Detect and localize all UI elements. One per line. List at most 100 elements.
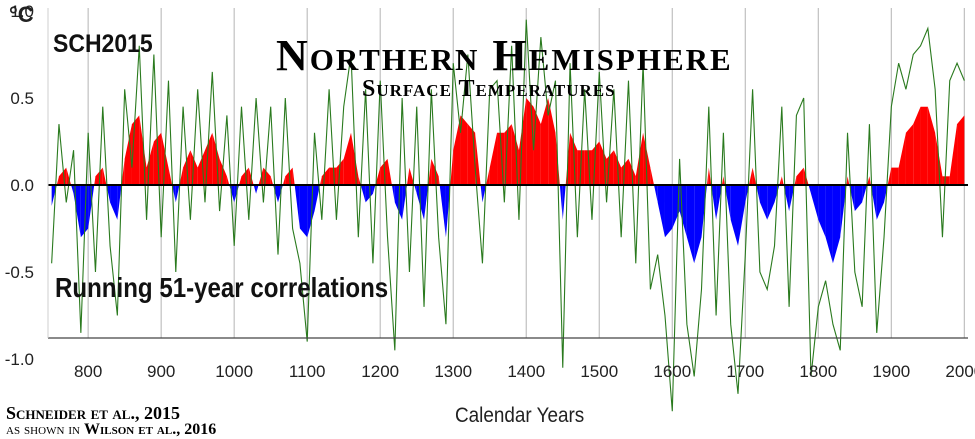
source-secondary: as shown in Wilson et al., 2016 — [6, 421, 216, 439]
source-prefix: as shown in — [6, 421, 80, 438]
area-segment — [869, 176, 871, 185]
area-segment — [927, 106, 936, 185]
area-segment — [832, 185, 841, 264]
area-segment — [694, 185, 702, 264]
area-segment — [475, 132, 481, 185]
area-segment — [752, 167, 757, 185]
y-tick-label-0.5: 0.5 — [10, 89, 34, 108]
area-segment — [796, 167, 804, 185]
x-tick-label-2000: 2000 — [945, 362, 975, 381]
area-segment — [428, 158, 432, 185]
area-segment — [957, 115, 965, 185]
area-segment — [88, 185, 95, 229]
area-segment — [336, 158, 344, 185]
area-segment — [285, 167, 293, 185]
area-segment — [562, 185, 566, 220]
chart-title: Northern Hemisphere — [276, 31, 733, 80]
area-segment — [360, 185, 366, 203]
area-segment — [803, 167, 809, 185]
area-segment — [414, 185, 417, 194]
area-segment — [949, 124, 958, 185]
area-segment — [724, 185, 731, 220]
x-tick-labels: 800 900 1000 1100 1200 1300 1400 1500 1600 1700 18… — [74, 362, 975, 381]
area-segment — [847, 176, 850, 185]
area-segment — [95, 167, 103, 185]
y-tick-label--1.5: -1.5 — [5, 437, 34, 439]
area-segment — [657, 185, 665, 238]
area-segment — [708, 167, 712, 185]
area-segment — [846, 176, 848, 185]
area-segment — [256, 185, 259, 194]
x-tick-label-1500: 1500 — [580, 362, 618, 381]
area-segment — [329, 167, 337, 185]
area-segment — [876, 185, 885, 220]
axes — [47, 8, 968, 339]
x-tick-label-1400: 1400 — [507, 362, 545, 381]
area-segment — [486, 167, 490, 185]
area-segment — [711, 185, 717, 220]
area-segment — [56, 176, 59, 185]
area-segment — [387, 158, 392, 185]
area-segment — [783, 185, 790, 212]
area-segment — [686, 185, 695, 264]
area-segment — [319, 176, 322, 185]
area-segment — [372, 185, 376, 194]
area-segment — [825, 185, 833, 264]
area-segment — [701, 185, 707, 238]
area-segment — [58, 167, 67, 185]
area-segment — [756, 185, 760, 203]
area-segment — [905, 124, 914, 185]
area-segment — [548, 98, 556, 185]
area-segment — [913, 106, 921, 185]
x-tick-label-1800: 1800 — [799, 362, 837, 381]
area-segment — [559, 185, 563, 220]
y-tick-labels: 1.51.00.50.0-0.5-1.0-1.5 — [5, 2, 34, 439]
area-segment — [391, 185, 395, 203]
area-segment — [811, 185, 819, 220]
area-segment — [66, 167, 72, 185]
area-segment — [891, 167, 899, 185]
area-segment — [779, 176, 782, 185]
area-segment — [920, 106, 928, 185]
area-segment — [94, 176, 96, 185]
area-segment — [723, 176, 725, 185]
area-segment — [584, 150, 592, 185]
area-segment — [299, 185, 308, 238]
area-segment — [124, 124, 132, 185]
area-segment — [172, 185, 176, 203]
area-segment — [489, 132, 498, 185]
area-segment — [706, 167, 709, 185]
x-tick-label-1200: 1200 — [361, 362, 399, 381]
chart-annotation: Running 51-year correlations — [55, 272, 389, 303]
x-tick-label-1900: 1900 — [872, 362, 910, 381]
x-tick-label-1000: 1000 — [215, 362, 253, 381]
area-segment — [789, 185, 795, 212]
area-segment — [887, 167, 892, 185]
x-tick-label-1600: 1600 — [653, 362, 691, 381]
area-segment — [664, 185, 673, 238]
annual-line — [51, 19, 965, 412]
area-segment — [314, 185, 320, 212]
area-segment — [818, 185, 826, 238]
area-segment — [365, 185, 373, 203]
area-segment — [781, 176, 784, 185]
area-segment — [748, 167, 753, 185]
x-tick-label-1100: 1100 — [289, 362, 326, 381]
area-segment — [380, 158, 388, 185]
smoothed-area — [51, 98, 965, 264]
y-tick-label-1.0: 1.0 — [10, 2, 34, 21]
area-segment — [621, 158, 629, 185]
area-segment — [533, 106, 541, 185]
area-segment — [406, 167, 410, 185]
area-segment — [721, 176, 724, 185]
y-tick-label-0.0: 0.0 — [10, 176, 34, 195]
x-tick-label-1300: 1300 — [434, 362, 472, 381]
area-segment — [190, 150, 198, 185]
x-tick-label-1700: 1700 — [726, 362, 764, 381]
y-tick-label--1.0: -1.0 — [5, 350, 34, 369]
area-segment — [942, 176, 950, 185]
area-segment — [282, 176, 286, 185]
area-segment — [866, 176, 870, 185]
area-segment — [117, 185, 122, 220]
